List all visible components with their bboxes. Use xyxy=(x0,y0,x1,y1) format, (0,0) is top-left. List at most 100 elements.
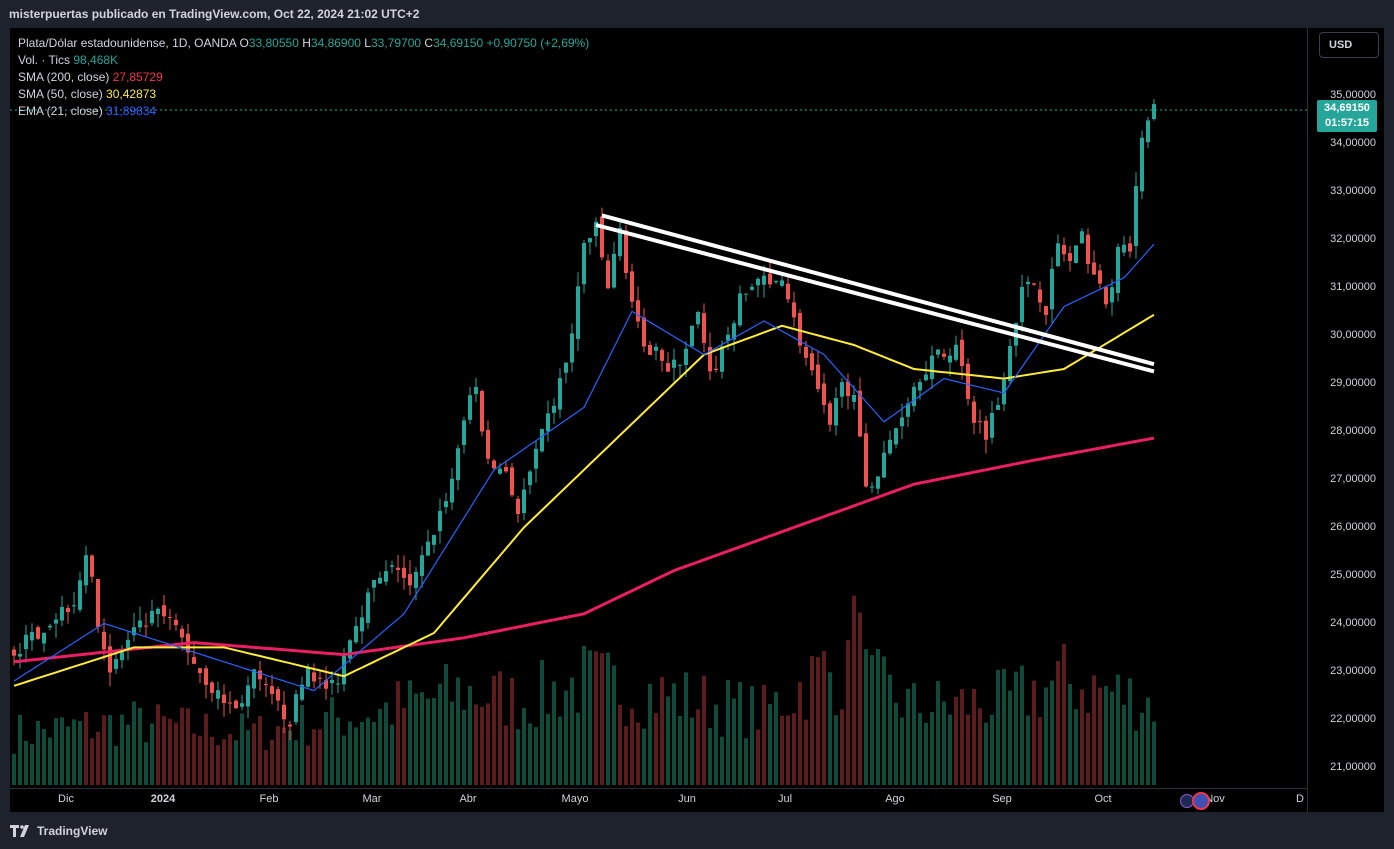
candle-body xyxy=(534,448,538,469)
volume-bar xyxy=(1146,697,1150,785)
candle-body xyxy=(774,280,778,283)
time-axis[interactable]: Dic 2024 Feb Mar Abr Mayo Jun Jul Ago Sep Oct Nov D xyxy=(10,788,1307,813)
volume-bar xyxy=(252,723,256,785)
candle-body xyxy=(288,724,292,727)
candle-body xyxy=(744,293,748,295)
volume-bar xyxy=(552,681,556,785)
volume-bar xyxy=(612,665,616,785)
volume-bar xyxy=(810,656,814,785)
volume-bar xyxy=(918,713,922,785)
price-tick-label: 34,00000 xyxy=(1330,137,1376,150)
tradingview-icon xyxy=(10,825,29,837)
volume-bar xyxy=(114,745,118,785)
candle-body xyxy=(384,571,388,582)
price-plot[interactable] xyxy=(10,28,1307,788)
volume-bar xyxy=(624,726,628,785)
time-tick-label: Mar xyxy=(362,793,382,805)
volume-bar xyxy=(24,740,28,785)
volume-bar xyxy=(1014,671,1018,785)
volume-bar xyxy=(450,701,454,785)
symbol-title[interactable]: Plata/Dólar estadounidense, 1D, OANDA xyxy=(18,36,237,50)
volume-bar xyxy=(1050,680,1054,785)
candle-body xyxy=(840,382,844,397)
volume-bar xyxy=(570,677,574,785)
candle-body xyxy=(816,364,820,389)
currency-button[interactable]: USD xyxy=(1319,32,1379,58)
volume-bar xyxy=(762,684,766,785)
low-label: L xyxy=(364,36,371,50)
trendline[interactable] xyxy=(601,213,1155,367)
candle-body xyxy=(120,652,124,661)
price-tick-label: 24,00000 xyxy=(1330,617,1376,630)
candle-body xyxy=(672,359,676,368)
volume-bar xyxy=(330,697,334,785)
volume-bar xyxy=(684,672,688,785)
volume-bar xyxy=(36,720,40,785)
price-tick-label: 23,00000 xyxy=(1330,665,1376,678)
volume-bar xyxy=(666,696,670,785)
volume-bar xyxy=(246,730,250,785)
candle-body xyxy=(42,632,46,644)
candle-body xyxy=(606,260,610,289)
candle-body xyxy=(828,403,832,425)
legend-sma200-row[interactable]: SMA (200, close) 27,85729 xyxy=(18,69,589,86)
volume-bar xyxy=(1086,712,1090,785)
price-tick-label: 25,00000 xyxy=(1330,569,1376,582)
candle-body xyxy=(540,429,544,452)
volume-bar xyxy=(534,727,538,785)
candle-body xyxy=(504,466,508,472)
volume-bar xyxy=(240,713,244,785)
candle-body xyxy=(348,640,352,659)
volume-bar xyxy=(1044,687,1048,785)
legend-ema21-row[interactable]: EMA (21, close) 31,89834 xyxy=(18,103,589,120)
candle-body xyxy=(462,420,466,445)
candle-body xyxy=(180,628,184,638)
candle-body xyxy=(222,694,226,704)
trendline[interactable] xyxy=(595,223,1155,374)
volume-bar xyxy=(156,704,160,785)
volume-bar xyxy=(1062,643,1066,785)
time-tick-label: Mayo xyxy=(561,793,589,805)
candle-body xyxy=(1098,270,1102,284)
volume-bar xyxy=(642,728,646,785)
volume-bar xyxy=(804,719,808,785)
volume-bar xyxy=(342,735,346,785)
candle-body xyxy=(438,510,442,532)
us-flag-icon[interactable] xyxy=(1192,792,1210,810)
sma50-label: SMA (50, close) xyxy=(18,87,103,101)
volume-bar xyxy=(822,651,826,785)
candle-body xyxy=(750,286,754,290)
low-value: 33,79700 xyxy=(370,36,422,50)
price-axis[interactable]: 35,00000 34,00000 33,00000 32,00000 31,00000… xyxy=(1307,28,1385,812)
legend-volume-row[interactable]: Vol. · Tics 98,468K xyxy=(18,52,589,69)
candle-body xyxy=(354,626,358,643)
candle-body xyxy=(1008,345,1012,382)
legend-sma50-row[interactable]: SMA (50, close) 30,42873 xyxy=(18,86,589,103)
footer: TradingView xyxy=(0,812,1394,849)
volume-bar xyxy=(900,717,904,785)
volume-bar xyxy=(510,677,514,785)
candle-body xyxy=(282,704,286,720)
volume-bar xyxy=(354,727,358,785)
candle-body xyxy=(726,334,730,341)
volume-bar xyxy=(324,712,328,785)
volume-bar xyxy=(294,740,298,785)
candle-body xyxy=(846,381,850,397)
volume-bar xyxy=(630,708,634,785)
high-label: H xyxy=(302,36,311,50)
volume-bar xyxy=(384,702,388,785)
volume-bar xyxy=(276,726,280,785)
volume-bar xyxy=(174,722,178,785)
volume-bar xyxy=(1104,686,1108,785)
volume-bar xyxy=(420,692,424,785)
candle-body xyxy=(72,605,76,607)
candle-body xyxy=(612,253,616,288)
candle-body xyxy=(336,683,340,685)
chart-frame[interactable]: Plata/Dólar estadounidense, 1D, OANDA O3… xyxy=(10,28,1384,812)
volume-bar xyxy=(744,738,748,785)
candle-body xyxy=(1026,281,1030,285)
candle-body xyxy=(948,355,952,363)
candle-body xyxy=(138,620,142,628)
tradingview-logo[interactable]: TradingView xyxy=(10,824,107,838)
volume-bar xyxy=(1080,689,1084,785)
